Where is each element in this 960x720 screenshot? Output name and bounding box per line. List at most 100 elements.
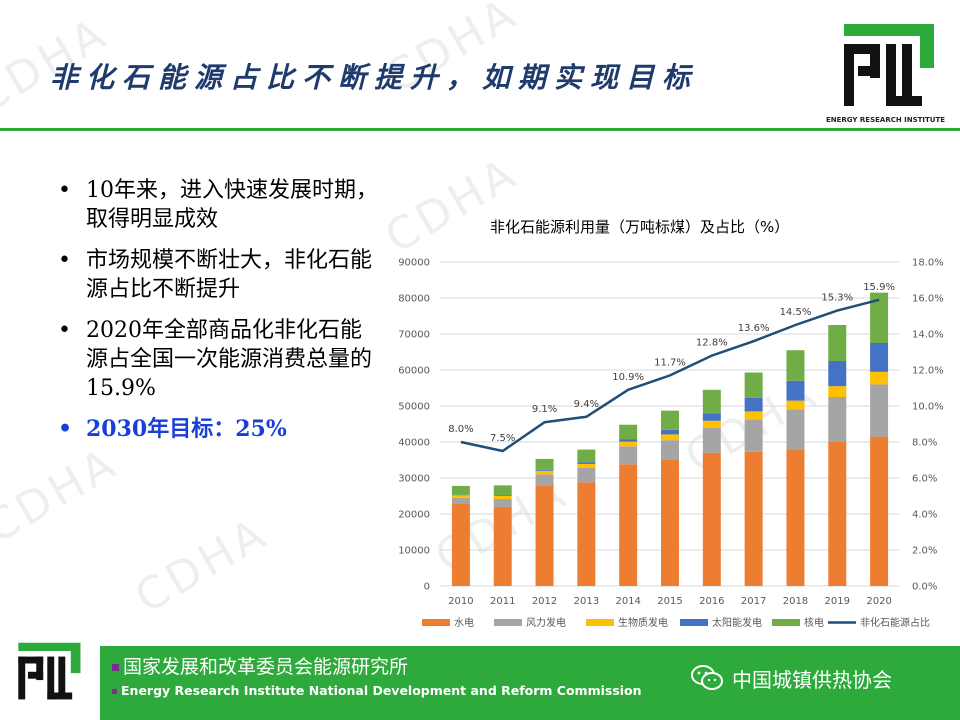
y-tick-label: 20000 — [398, 510, 430, 521]
line-data-label: 11.7% — [654, 357, 686, 368]
bar-segment — [619, 446, 638, 465]
institute-logo-icon — [844, 24, 934, 106]
x-tick-label: 2019 — [825, 596, 850, 607]
bar-segment — [702, 413, 721, 421]
bar-segment — [702, 389, 721, 414]
bullet-dot: • — [58, 178, 71, 203]
y-tick-label: 30000 — [398, 474, 430, 485]
y2-tick-label: 4.0% — [912, 510, 937, 521]
bullet-item-target: • 2030年目标：25% — [58, 415, 378, 444]
bullet-text: 10年来，进入快速发展时期，取得明显成效 — [86, 178, 378, 232]
y-tick-label: 70000 — [398, 330, 430, 341]
bar-segment — [828, 325, 847, 361]
legend-label: 非化石能源占比 — [860, 616, 930, 629]
bar-segment — [870, 371, 889, 385]
bullet-item: • 10年来，进入快速发展时期，取得明显成效 — [58, 176, 378, 234]
bar-segment — [661, 460, 679, 586]
line-data-label: 13.6% — [738, 323, 770, 334]
y2-tick-label: 10.0% — [912, 402, 944, 413]
bar-segment — [577, 449, 596, 463]
bar-segment — [451, 497, 470, 504]
bar-segment — [786, 350, 805, 381]
bar-segment — [493, 506, 512, 586]
bar-segment — [828, 361, 847, 387]
y-tick-label: 10000 — [398, 546, 430, 557]
bar-segment — [451, 495, 470, 498]
bullet-square-icon — [112, 664, 119, 671]
bar-segment — [744, 451, 763, 586]
footer-org-cn: 国家发展和改革委员会能源研究所 — [112, 652, 408, 679]
bar-segment — [577, 482, 596, 586]
line-data-label: 15.9% — [863, 282, 895, 293]
bar-segment — [744, 419, 763, 452]
x-tick-label: 2020 — [866, 596, 891, 607]
bar-segment — [535, 474, 554, 486]
bar-segment — [535, 458, 554, 470]
logo-caption: ENERGY RESEARCH INSTITUTE — [826, 116, 946, 124]
line-data-label: 8.0% — [448, 424, 473, 435]
line-data-label: 14.5% — [780, 307, 812, 318]
y-tick-label: 90000 — [398, 258, 430, 269]
bullet-item: • 市场规模不断壮大，非化石能源占比不断提升 — [58, 246, 378, 304]
y2-tick-label: 18.0% — [912, 258, 944, 269]
line-data-label: 15.3% — [821, 293, 853, 304]
bullet-dot: • — [58, 248, 71, 273]
stacked-bar-line-chart: 0 10000 20000 30000 40000 50000 60000 70000 8000… — [398, 258, 944, 630]
bar-segment — [619, 424, 638, 440]
footer-org-en: Energy Research Institute National Devel… — [112, 683, 642, 698]
y-tick-label: 60000 — [398, 366, 430, 377]
y-tick-label: 80000 — [398, 294, 430, 305]
bar-segment — [661, 429, 679, 435]
line-data-label: 9.4% — [574, 399, 599, 410]
chart-title: 非化石能源利用量（万吨标煤）及占比（%） — [490, 218, 790, 236]
bar-segment — [619, 439, 638, 442]
y-tick-label: 0 — [424, 582, 430, 593]
bar-segment — [744, 372, 763, 398]
legend-label: 太阳能发电 — [712, 616, 762, 629]
bar-segment — [535, 470, 554, 475]
bar-segment — [786, 380, 805, 401]
bar-segment — [870, 343, 889, 372]
bullet-text: 2030年目标：25% — [86, 416, 287, 442]
y2-tick-label: 12.0% — [912, 366, 944, 377]
watermark: CDHA — [126, 507, 277, 624]
legend-swatch — [680, 619, 708, 626]
bar-segment — [702, 452, 721, 586]
bar-segment — [493, 495, 512, 496]
footer-logo-area — [0, 634, 100, 720]
legend-swatch — [586, 619, 614, 626]
bar-segment — [828, 397, 847, 442]
bar-segment — [619, 441, 638, 447]
header-divider — [0, 128, 960, 131]
bar-segment — [619, 464, 638, 586]
x-tick-label: 2016 — [699, 596, 724, 607]
bar-segment — [661, 440, 679, 460]
bar-segment — [535, 485, 554, 586]
x-tick-label: 2012 — [532, 596, 557, 607]
bar-segment — [786, 449, 805, 586]
x-tick-label: 2011 — [490, 596, 515, 607]
bar-segment — [493, 485, 512, 496]
y2-tick-label: 8.0% — [912, 438, 937, 449]
y-tick-label: 50000 — [398, 402, 430, 413]
bar-segment — [702, 427, 721, 453]
x-tick-label: 2014 — [615, 596, 640, 607]
line-data-label: 10.9% — [612, 372, 644, 383]
bar-segment — [870, 436, 889, 586]
legend-swatch — [772, 619, 800, 626]
legend-label: 核电 — [804, 616, 824, 629]
bar-segment — [744, 411, 763, 420]
legend-label: 水电 — [454, 616, 474, 629]
bullet-dot: • — [58, 318, 71, 343]
bar-segment — [535, 469, 554, 471]
bar-segment — [493, 498, 512, 507]
footer-logo-icon — [18, 642, 81, 700]
bar-segment — [661, 434, 679, 441]
bullet-text: 2020年全部商品化非化石能源占全国一次能源消费总量的15.9% — [86, 318, 373, 401]
y-tick-label: 40000 — [398, 438, 430, 449]
wechat-icon — [691, 665, 723, 690]
y2-tick-label: 2.0% — [912, 546, 937, 557]
legend-label: 生物质发电 — [618, 616, 668, 629]
bar-segment — [577, 463, 596, 468]
bar-segment — [786, 409, 805, 450]
